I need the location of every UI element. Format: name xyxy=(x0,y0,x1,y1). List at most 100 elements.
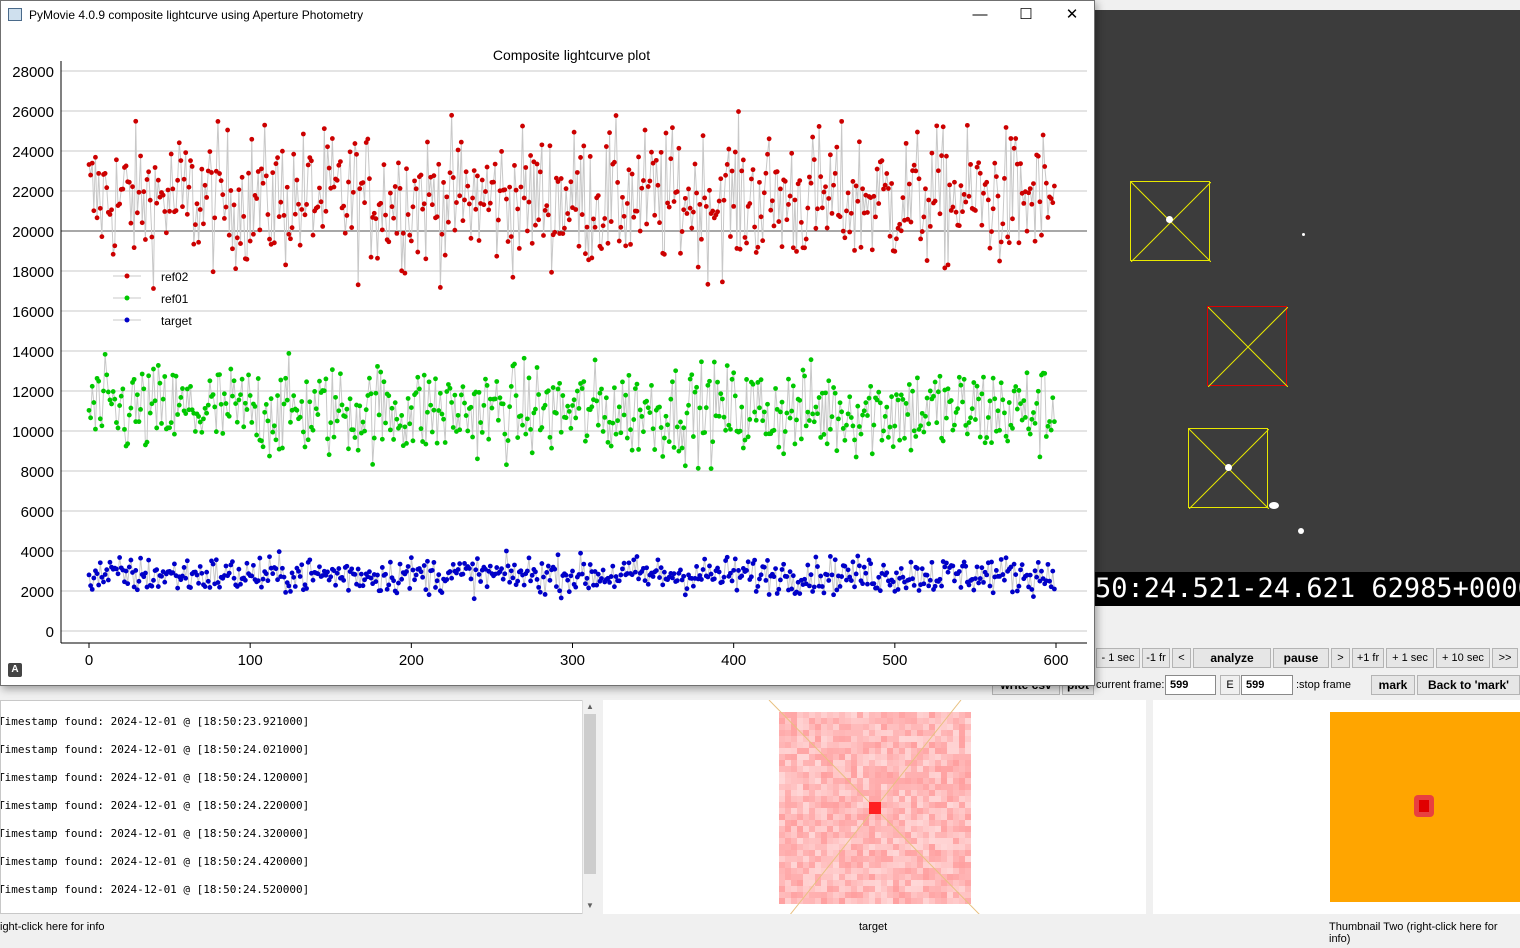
data-point-ref02 xyxy=(249,136,255,142)
title-bar[interactable]: PyMovie 4.0.9 composite lightcurve using… xyxy=(1,1,1094,29)
thumbnail-pixel xyxy=(875,838,881,844)
thumbnail-pixel xyxy=(923,850,929,856)
thumbnail-pixel xyxy=(839,820,845,826)
back-to-mark-button[interactable]: Back to 'mark' xyxy=(1417,675,1520,695)
data-point-target xyxy=(399,576,405,582)
data-point-ref02 xyxy=(968,162,973,167)
data-point-target xyxy=(325,569,330,575)
thumbnail-pixel xyxy=(875,886,881,892)
status-left[interactable]: ight-click here for info xyxy=(0,921,105,933)
data-point-ref02 xyxy=(1037,199,1043,205)
log-scrollbar[interactable]: ▲ ▼ xyxy=(582,700,597,914)
thumbnail-pixel xyxy=(911,718,917,724)
thumbnail-pixel xyxy=(875,820,881,826)
data-point-target xyxy=(296,568,301,574)
data-point-target xyxy=(781,561,787,567)
thumbnail-pixel xyxy=(929,730,935,736)
data-point-ref02 xyxy=(731,203,737,209)
thumbnail-pixel xyxy=(941,802,947,808)
aperture-box-target[interactable] xyxy=(1207,306,1288,387)
data-point-ref02 xyxy=(487,200,493,206)
minus-1sec-button[interactable]: - 1 sec xyxy=(1096,648,1140,668)
data-point-ref02 xyxy=(973,208,978,213)
x-tick-label: 600 xyxy=(1043,652,1068,669)
data-point-ref01 xyxy=(631,417,637,422)
thumbnail-pixel xyxy=(779,892,785,898)
data-point-ref01 xyxy=(613,431,619,437)
data-point-ref02 xyxy=(979,222,985,228)
message-log[interactable]: Timestamp found: 2024-12-01 @ [18:50:23.… xyxy=(0,700,597,914)
thumbnail-pixel xyxy=(869,724,875,730)
star xyxy=(1225,464,1232,471)
data-point-ref02 xyxy=(1042,164,1048,169)
y-tick-label: 6000 xyxy=(21,504,54,521)
thumbnail-pixel xyxy=(893,718,899,724)
data-point-ref02 xyxy=(331,184,337,190)
current-frame-input[interactable]: 599 xyxy=(1165,675,1216,695)
thumbnail-pixel xyxy=(905,808,911,814)
data-point-target xyxy=(341,577,347,583)
status-center[interactable]: target xyxy=(859,921,888,933)
data-point-ref01 xyxy=(481,402,487,408)
data-point-ref01 xyxy=(945,386,951,392)
data-point-target xyxy=(317,564,322,570)
thumbnail-pixel xyxy=(809,886,815,892)
data-point-target xyxy=(1019,562,1025,568)
plus-1fr-button[interactable]: +1 fr xyxy=(1352,648,1384,668)
plus-10sec-button[interactable]: + 10 sec xyxy=(1436,648,1490,668)
thumbnail-one-panel[interactable] xyxy=(603,700,1146,914)
thumbnail-pixel xyxy=(851,736,857,742)
x-tick-label: 400 xyxy=(721,652,746,669)
pause-button[interactable]: pause xyxy=(1273,648,1329,668)
lightcurve-plot[interactable]: 0200040006000800010000120001400016000180… xyxy=(1,61,1094,685)
data-point-target xyxy=(729,578,735,584)
data-point-ref02 xyxy=(729,168,735,174)
data-point-target xyxy=(449,575,455,581)
thumbnail-pixel xyxy=(863,820,869,826)
prev-frame-button[interactable]: < xyxy=(1172,648,1191,668)
data-point-target xyxy=(766,592,772,597)
data-point-ref02 xyxy=(581,143,587,149)
auto-range-button[interactable]: A xyxy=(8,663,22,677)
mark-button[interactable]: mark xyxy=(1371,675,1415,695)
thumbnail-pixel xyxy=(833,718,839,724)
data-point-ref01 xyxy=(462,400,467,406)
minus-1fr-button[interactable]: -1 fr xyxy=(1142,648,1170,668)
stop-frame-input[interactable]: 599 xyxy=(1241,675,1293,695)
thumbnail-pixel xyxy=(779,874,785,880)
lightcurve-plot-window[interactable]: PyMovie 4.0.9 composite lightcurve using… xyxy=(0,0,1095,686)
thumbnail-pixel xyxy=(839,742,845,748)
data-point-target xyxy=(455,567,461,572)
fast-forward-button[interactable]: >> xyxy=(1492,648,1518,668)
data-point-target xyxy=(705,574,711,580)
data-point-ref01 xyxy=(394,416,400,422)
thumbnail-pixel xyxy=(959,820,965,826)
e-button[interactable]: E xyxy=(1220,675,1240,695)
data-point-target xyxy=(394,590,400,596)
maximize-button[interactable]: ☐ xyxy=(1019,6,1033,23)
thumbnail-pixel xyxy=(965,778,971,784)
thumbnail-pixel xyxy=(857,760,863,766)
data-point-ref02 xyxy=(302,212,308,218)
data-point-ref02 xyxy=(120,186,126,192)
data-point-target xyxy=(529,572,535,578)
data-point-ref01 xyxy=(439,411,445,417)
minimize-button[interactable]: — xyxy=(972,6,988,23)
data-point-target xyxy=(558,595,564,601)
data-point-ref02 xyxy=(1032,238,1038,244)
thumbnail-pixel xyxy=(839,862,845,868)
data-point-target xyxy=(961,559,967,565)
status-right[interactable]: Thumbnail Two (right-click here for info… xyxy=(1329,921,1498,945)
data-point-ref02 xyxy=(1050,200,1056,206)
data-point-ref01 xyxy=(512,361,517,367)
next-frame-button[interactable]: > xyxy=(1331,648,1350,668)
thumbnail-pixel xyxy=(881,844,887,850)
thumbnail-pixel xyxy=(947,790,953,796)
plus-1sec-button[interactable]: + 1 sec xyxy=(1386,648,1434,668)
close-button[interactable]: ✕ xyxy=(1065,6,1079,23)
thumbnail-pixel xyxy=(893,712,899,718)
thumbnail-pixel xyxy=(851,730,857,736)
video-frame-display[interactable] xyxy=(1095,10,1520,605)
analyze-button[interactable]: analyze xyxy=(1193,648,1271,668)
data-point-ref02 xyxy=(405,212,411,217)
